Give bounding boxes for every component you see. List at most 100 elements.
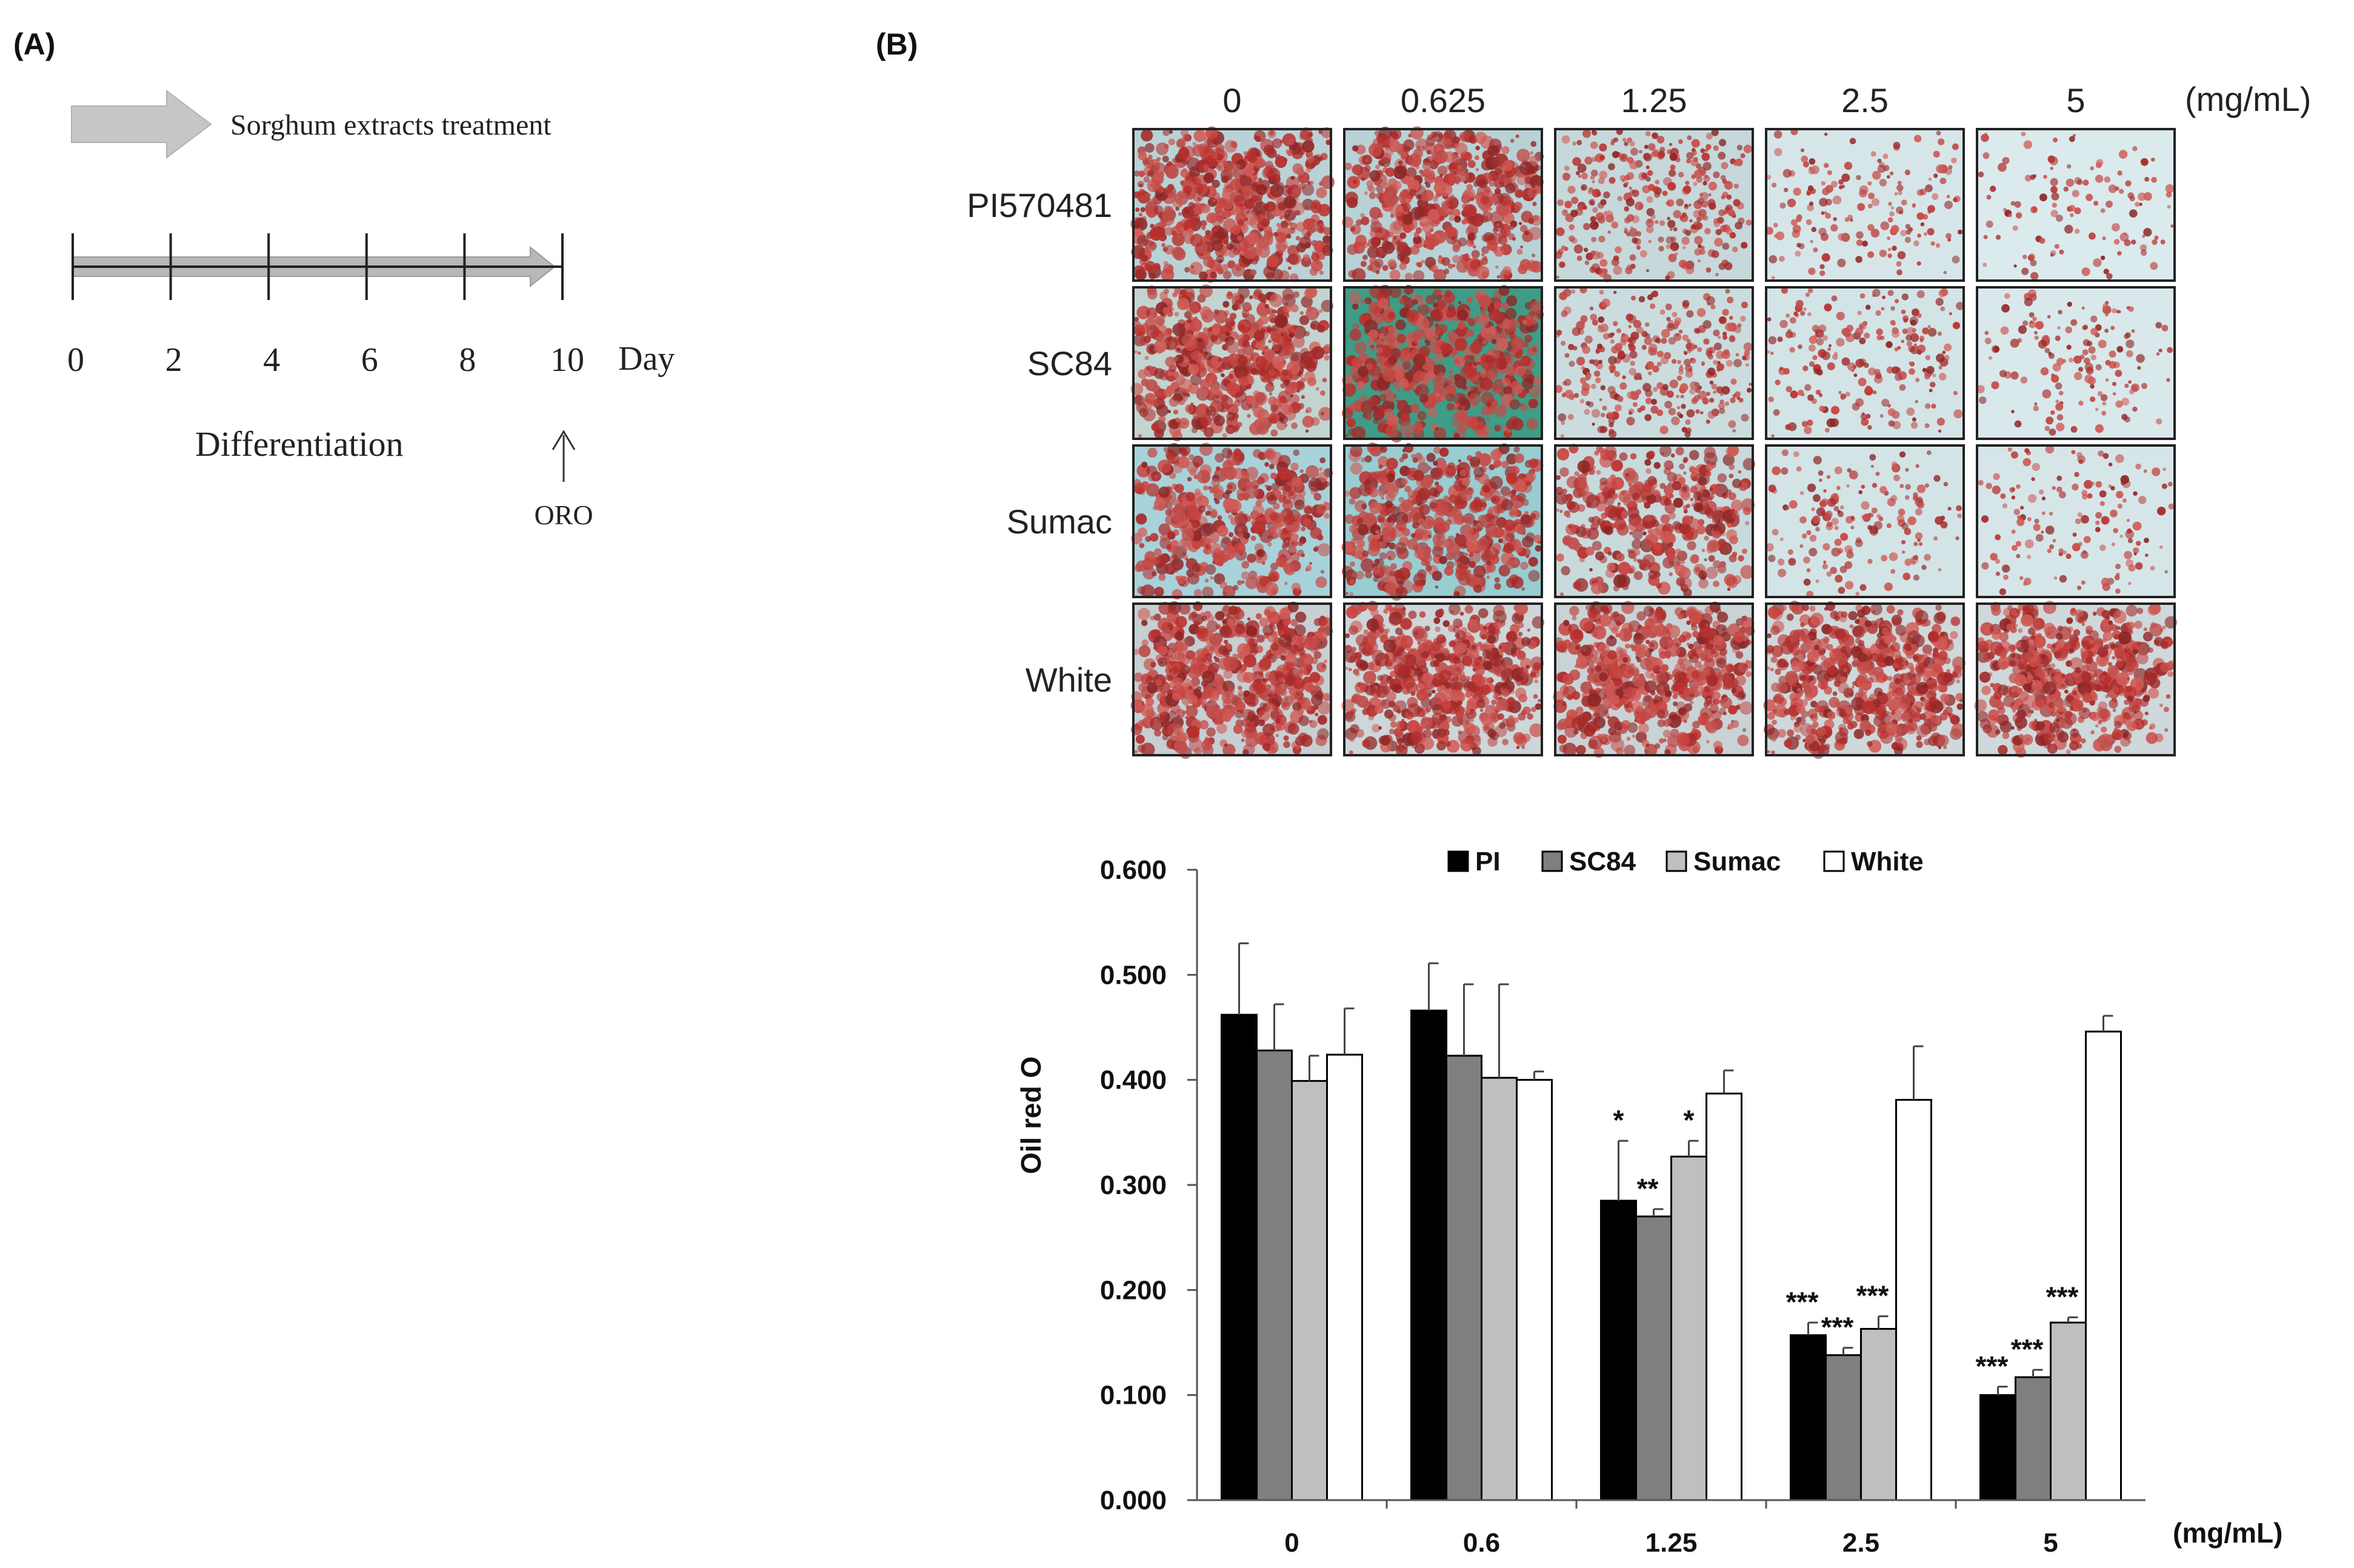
stained-cell xyxy=(1171,230,1177,236)
stained-cell xyxy=(1717,335,1721,339)
stained-cell xyxy=(1425,565,1432,572)
stained-cell xyxy=(1661,329,1670,338)
stained-cell xyxy=(1609,177,1616,184)
stained-cell xyxy=(1938,138,1945,145)
stained-cell xyxy=(2066,178,2075,187)
stained-cell xyxy=(1584,247,1589,252)
stained-cell xyxy=(1678,172,1684,178)
stained-cell xyxy=(1705,267,1712,273)
micrograph-cell xyxy=(1341,442,1544,601)
stained-cell xyxy=(1419,216,1430,227)
stained-cell xyxy=(2069,136,2075,142)
stained-cell xyxy=(1245,467,1259,480)
stained-cell xyxy=(1624,141,1629,146)
micrograph-frame xyxy=(1554,286,1754,440)
stained-cell xyxy=(1369,502,1382,515)
stained-cell xyxy=(1720,551,1724,555)
stained-cell xyxy=(1381,496,1384,500)
panel-a-label: (A) xyxy=(13,27,55,61)
stained-cell xyxy=(1564,165,1570,171)
stained-cell xyxy=(1207,260,1216,269)
stained-cell xyxy=(1729,473,1734,479)
stained-cell xyxy=(1717,473,1727,483)
stained-cell xyxy=(1437,165,1448,176)
stained-cell xyxy=(1655,337,1661,344)
stained-cell xyxy=(2030,320,2033,324)
stained-cell xyxy=(1374,258,1384,268)
stained-cell xyxy=(2075,229,2080,234)
stained-cell xyxy=(1887,290,1894,296)
stained-cell xyxy=(1898,371,1907,380)
stained-cell xyxy=(1708,555,1715,562)
stained-cell xyxy=(1225,318,1235,327)
stained-cell xyxy=(1207,347,1212,352)
stained-cell xyxy=(1645,131,1651,137)
stained-cell xyxy=(1801,393,1805,397)
stained-cell xyxy=(1582,205,1587,210)
stained-cell xyxy=(1505,365,1516,376)
stained-cell xyxy=(1944,343,1952,352)
stained-cell xyxy=(1729,316,1733,320)
stained-cell xyxy=(1352,179,1358,184)
stained-cell xyxy=(1458,321,1466,330)
stained-cell xyxy=(1622,467,1636,481)
stained-cell xyxy=(1216,525,1229,537)
stained-cell xyxy=(1824,303,1832,312)
stained-cell xyxy=(1313,493,1322,501)
stained-cell xyxy=(1384,193,1398,207)
stained-cell xyxy=(1222,498,1236,510)
stained-cell xyxy=(1320,255,1325,260)
stained-cell xyxy=(2074,372,2082,381)
stained-cell xyxy=(1245,576,1258,590)
stained-cell xyxy=(1870,229,1880,238)
stained-cell xyxy=(1237,348,1246,357)
stained-cell xyxy=(2161,324,2169,332)
stained-cell xyxy=(2073,355,2082,364)
stained-cell xyxy=(1324,501,1327,505)
stained-cell xyxy=(1990,185,1996,192)
treatment-arrow-icon xyxy=(71,89,212,159)
stained-cell xyxy=(1193,183,1204,194)
stained-cell xyxy=(2063,186,2069,192)
stained-cell xyxy=(1405,167,1417,178)
stained-cell xyxy=(1953,197,1958,202)
stained-cell xyxy=(1446,542,1460,556)
stained-cell xyxy=(2093,201,2099,206)
stained-cell xyxy=(2055,335,2061,341)
stained-cell xyxy=(1270,562,1278,570)
stained-cell xyxy=(1803,307,1807,311)
stained-cell xyxy=(1202,586,1214,598)
stained-cell xyxy=(1193,475,1198,479)
stained-cell xyxy=(1232,536,1238,541)
stained-cell xyxy=(2084,375,2093,384)
stained-cell xyxy=(1284,581,1288,585)
stained-cell xyxy=(1444,292,1456,304)
stained-cell xyxy=(1644,336,1653,345)
stained-cell xyxy=(1413,353,1426,367)
stained-cell xyxy=(1474,155,1479,161)
stained-cell xyxy=(1349,487,1362,499)
stained-cell xyxy=(1291,476,1302,487)
stained-cell xyxy=(1592,422,1595,426)
stained-cell xyxy=(1685,158,1691,164)
stained-cell xyxy=(1320,153,1328,161)
stained-cell xyxy=(1210,232,1223,245)
stained-cell xyxy=(1365,158,1369,162)
stained-cell xyxy=(1190,269,1196,275)
stained-cell xyxy=(2144,176,2150,182)
stained-cell xyxy=(1204,351,1209,355)
stained-cell xyxy=(1632,189,1639,198)
stained-cell xyxy=(1673,210,1681,219)
stained-cell xyxy=(1387,259,1396,269)
stained-cell xyxy=(1825,213,1832,219)
stained-cell xyxy=(1184,209,1190,214)
stained-cell xyxy=(1894,192,1898,196)
stained-cell xyxy=(1424,339,1428,343)
stained-cell xyxy=(1401,478,1409,485)
stained-cell xyxy=(1233,467,1245,479)
stained-cell xyxy=(1454,376,1467,389)
stained-cell xyxy=(1504,430,1508,435)
stained-cell xyxy=(1173,510,1187,524)
stained-cell xyxy=(1498,165,1504,170)
